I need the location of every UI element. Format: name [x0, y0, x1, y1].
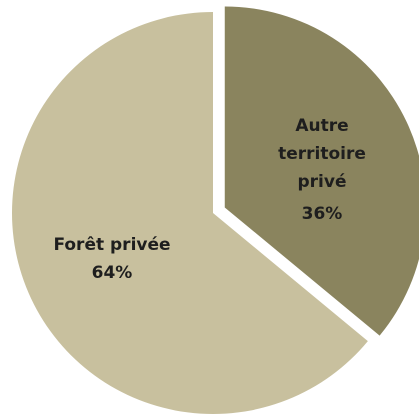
- slice-label: 64%: [91, 263, 133, 283]
- pie-slice: [224, 6, 419, 336]
- slice-label: 36%: [301, 204, 343, 224]
- slice-label: Autre territoire privé: [278, 116, 366, 192]
- slice-label: Forêt privée: [53, 235, 171, 255]
- pie-slice: [11, 12, 368, 415]
